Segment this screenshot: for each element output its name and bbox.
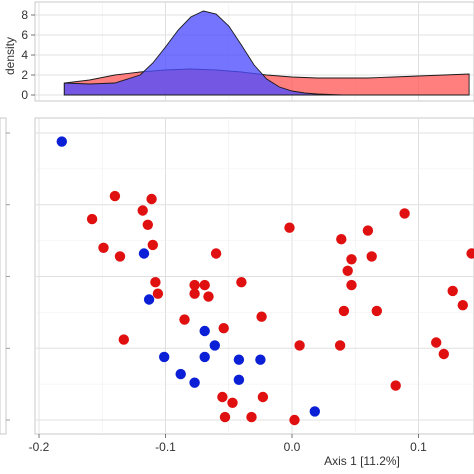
scatter-point-red — [114, 251, 126, 262]
scatter-points — [56, 136, 474, 426]
scatter-point-blue — [199, 325, 210, 337]
x-tick-label: -0.2 — [29, 440, 50, 454]
scatter-point-red — [338, 305, 350, 317]
scatter-point-red — [366, 251, 377, 262]
scatter-point-blue — [189, 377, 200, 388]
scatter-point-red — [137, 205, 148, 216]
scatter-point-red — [218, 323, 229, 334]
density-y-tick-label: 2 — [21, 68, 28, 82]
x-axis-label: Axis 1 [11.2%] — [324, 454, 400, 468]
scatter-point-red — [86, 213, 98, 225]
density-y-tick-label: 8 — [21, 8, 28, 22]
scatter-point-red — [189, 279, 200, 291]
scatter-point-red — [334, 340, 346, 351]
scatter-point-red — [246, 411, 257, 423]
scatter-point-red — [371, 305, 382, 317]
scatter-point-red — [210, 248, 222, 259]
scatter-point-blue — [199, 351, 210, 363]
scatter-point-red — [189, 288, 200, 299]
density-y-tick-label: 6 — [21, 28, 28, 42]
x-tick-label: -0.1 — [155, 440, 176, 454]
scatter-point-blue — [233, 374, 245, 385]
scatter-point-red — [466, 248, 474, 259]
density-y-axis-label: density — [3, 37, 17, 75]
density-y-tick-label: 4 — [21, 48, 28, 62]
scatter-point-red — [336, 234, 347, 245]
scatter-point-red — [346, 279, 357, 291]
scatter-point-red — [118, 334, 129, 345]
scatter-point-red — [256, 311, 267, 322]
density-y-ticks: 0 2 4 6 8 — [21, 8, 35, 102]
scatter-point-red — [146, 193, 157, 205]
scatter-point-red — [346, 254, 357, 265]
scatter-point-red — [289, 414, 300, 426]
x-tick-label: 0.1 — [410, 440, 427, 454]
scatter-point-red — [431, 337, 442, 348]
scatter-point-red — [203, 291, 214, 302]
scatter-point-red — [390, 380, 401, 391]
scatter-point-red — [199, 279, 210, 291]
left-stub-panel — [0, 117, 7, 435]
scatter-point-red — [179, 314, 190, 325]
scatter-point-red — [109, 190, 121, 202]
scatter-point-blue — [309, 406, 320, 417]
scatter-point-blue — [233, 354, 245, 365]
scatter-point-blue — [255, 354, 266, 365]
density-y-tick-label: 0 — [21, 88, 28, 102]
scatter-point-red — [217, 391, 228, 403]
scatter-point-blue — [209, 340, 220, 351]
scatter-point-blue — [175, 368, 186, 380]
density-area-blue-series — [63, 10, 343, 96]
scatter-point-red — [98, 242, 109, 253]
scatter-point-red — [399, 208, 410, 219]
scatter-point-red — [457, 300, 468, 311]
scatter-point-red — [447, 285, 458, 297]
scatter-point-red — [294, 340, 305, 351]
x-tick-label: 0.0 — [284, 440, 301, 454]
scatter-point-red — [284, 222, 295, 233]
scatter-point-blue — [159, 351, 170, 363]
scatter-point-red — [152, 288, 164, 299]
scatter-point-red — [150, 277, 161, 288]
scatter-point-red — [236, 277, 247, 288]
density-panel: 0 2 4 6 8 density — [3, 1, 474, 102]
scatter-gridlines — [6, 118, 474, 434]
scatter-point-red — [438, 348, 449, 360]
density-areas — [63, 10, 470, 96]
scatter-point-blue — [56, 136, 67, 147]
scatter-panel: -0.2 -0.1 0.0 0.1 Axis 1 [11.2%] — [0, 117, 474, 468]
scatter-point-red — [342, 265, 353, 276]
scatter-point-red — [142, 219, 153, 230]
scatter-point-red — [219, 411, 231, 423]
scatter-point-blue — [143, 294, 155, 305]
scatter-point-blue — [138, 248, 150, 259]
scatter-point-red — [147, 239, 158, 251]
scatter-x-ticks: -0.2 -0.1 0.0 0.1 — [29, 434, 427, 454]
scatter-point-red — [257, 391, 269, 403]
scatter-point-red — [362, 225, 374, 236]
scatter-point-red — [227, 397, 238, 408]
